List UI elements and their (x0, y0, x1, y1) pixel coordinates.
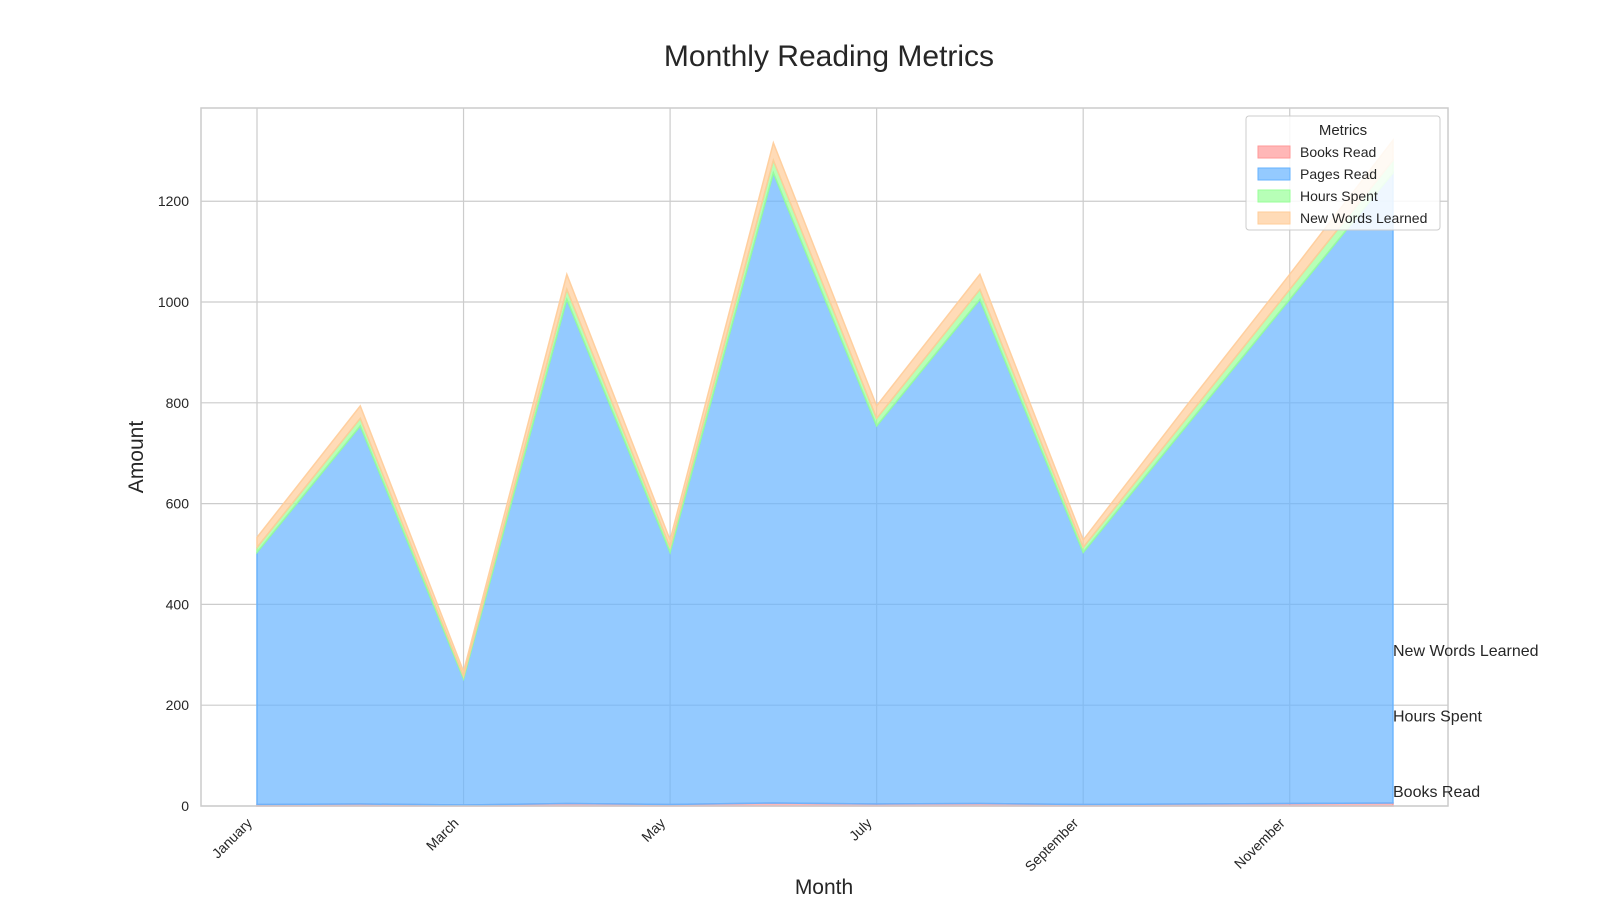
series-end-label: New Words Learned (1393, 643, 1539, 660)
y-tick-label: 0 (181, 798, 189, 814)
y-tick-label: 200 (166, 697, 190, 713)
series-end-label: Hours Spent (1393, 708, 1482, 725)
x-axis-label: Month (795, 876, 853, 899)
legend-swatch (1257, 145, 1291, 159)
legend-swatch (1257, 167, 1291, 181)
legend-label: Hours Spent (1300, 188, 1378, 204)
plot-frame (200, 107, 1449, 807)
legend-swatch (1257, 211, 1291, 225)
y-tick-label: 1000 (158, 294, 189, 310)
legend-box (1245, 115, 1441, 231)
legend: Metrics Books Read Pages Read Hours Spent N… (1245, 115, 1441, 231)
y-tick-label: 400 (166, 596, 190, 612)
x-tick-label: May (638, 815, 668, 845)
x-tick-label: March (423, 815, 462, 854)
area-pages-read (256, 170, 1394, 806)
y-axis-label: Amount (125, 421, 148, 494)
x-tick-labels: January March May July September November (209, 815, 1288, 875)
x-tick-label: January (209, 815, 256, 862)
series-end-labels: Books Read Hours Spent New Words Learned (1393, 643, 1539, 801)
series-end-label: Books Read (1393, 784, 1480, 801)
area-series (256, 138, 1394, 807)
chart-title: Monthly Reading Metrics (664, 40, 994, 73)
y-tick-label: 800 (166, 395, 190, 411)
legend-swatch (1257, 189, 1291, 203)
y-tick-label: 600 (166, 496, 190, 512)
x-tick-label: November (1231, 815, 1288, 872)
x-tick-label: July (846, 815, 875, 844)
legend-label: New Words Learned (1300, 210, 1427, 226)
x-tick-label: September (1022, 815, 1082, 875)
legend-title: Metrics (1319, 122, 1367, 139)
legend-label: Pages Read (1300, 166, 1377, 182)
y-tick-label: 1200 (158, 193, 189, 209)
y-tick-labels: 0 200 400 600 800 1000 1200 (158, 193, 189, 814)
legend-label: Books Read (1300, 144, 1376, 160)
